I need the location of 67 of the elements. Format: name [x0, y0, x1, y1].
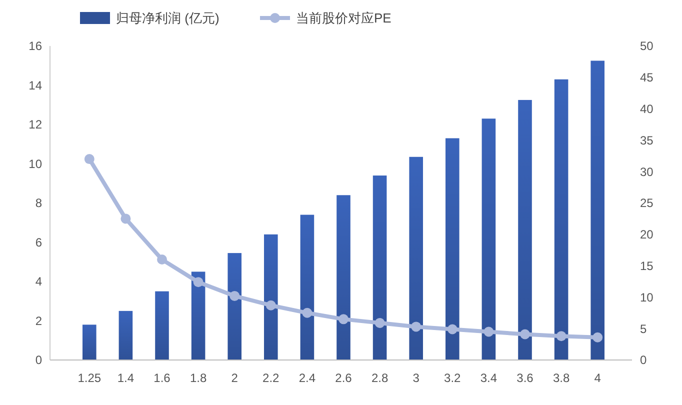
point	[556, 331, 566, 342]
point	[193, 277, 204, 288]
x-tick-label: 3.6	[516, 371, 534, 385]
x-tick-label: 2.8	[371, 371, 388, 385]
x-tick-label: 1.8	[190, 371, 207, 385]
y2-tick-label: 0	[640, 353, 647, 368]
y2-tick-label: 45	[640, 70, 654, 85]
bar	[482, 118, 496, 360]
y2-tick-label: 50	[640, 39, 654, 54]
bar	[409, 156, 423, 360]
x-tick-label: 1.6	[154, 371, 171, 385]
legend-label: 归母净利润 (亿元)	[116, 10, 220, 26]
y2-tick-label: 20	[640, 228, 654, 242]
point	[157, 254, 167, 265]
x-tick-label: 2.6	[335, 371, 352, 385]
x-tick-label: 1.25	[78, 371, 102, 385]
bar	[372, 176, 387, 360]
bar	[118, 310, 133, 360]
x-tick-label: 1.4	[117, 371, 134, 385]
y2-tick-label: 35	[640, 133, 654, 148]
y2-tick-label: 40	[640, 102, 654, 116]
point	[520, 329, 530, 340]
x-tick-label: 3	[412, 371, 420, 385]
point	[266, 300, 276, 310]
bar	[300, 214, 314, 360]
x-tick-label: 2.4	[298, 371, 316, 385]
y-tick-label: 4	[35, 274, 42, 289]
x-tick-label: 3.4	[480, 371, 498, 385]
point	[302, 308, 312, 318]
bar	[590, 60, 604, 360]
point	[84, 154, 94, 164]
point	[120, 214, 131, 224]
point	[338, 314, 348, 324]
y-tick-label: 14	[28, 78, 42, 92]
x-tick-label: 3.2	[444, 371, 462, 385]
bar	[518, 100, 532, 360]
y2-tick-label: 30	[640, 164, 654, 179]
y2-tick-label: 25	[640, 196, 654, 210]
bar	[228, 253, 242, 360]
y2-tick-label: 15	[640, 259, 654, 273]
point	[484, 326, 494, 337]
point	[411, 322, 422, 332]
y2-tick-label: 10	[640, 290, 654, 304]
bar	[82, 324, 96, 360]
y-tick-label: 6	[35, 235, 42, 250]
x-tick-label: 3.8	[552, 371, 570, 385]
bar	[446, 138, 460, 360]
x-tick-label: 4	[594, 371, 602, 385]
y-tick-label: 8	[35, 196, 42, 210]
bar	[264, 234, 278, 360]
x-tick-label: 2	[231, 371, 238, 385]
y-tick-label: 2	[35, 314, 42, 328]
legend-label: 当前股价对应PE	[296, 10, 392, 26]
point	[374, 318, 385, 328]
bar	[336, 195, 350, 360]
point	[447, 324, 458, 334]
y2-tick-label: 5	[640, 322, 647, 336]
point	[592, 332, 603, 342]
bar	[191, 272, 206, 360]
x-tick-label: 2.2	[262, 371, 280, 385]
y-tick-label: 12	[28, 118, 42, 132]
bar	[155, 291, 169, 360]
y-tick-label: 16	[28, 39, 42, 54]
bar	[554, 79, 568, 360]
y-tick-label: 0	[35, 353, 42, 368]
point	[230, 290, 240, 301]
y-tick-label: 10	[28, 156, 42, 171]
